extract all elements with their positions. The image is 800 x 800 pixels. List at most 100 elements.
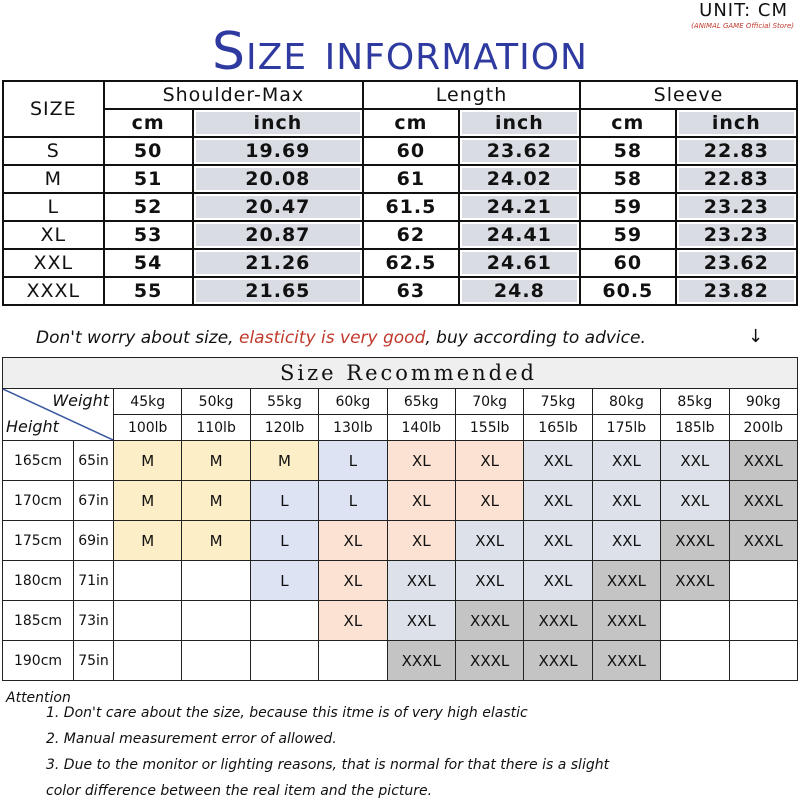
recommended-size-cell xyxy=(181,640,251,681)
height-in-cell: 71in xyxy=(73,560,114,601)
weight-kg-header: 70kg xyxy=(454,388,525,415)
recommended-size-cell: M xyxy=(112,480,183,521)
recommended-size-cell xyxy=(249,600,320,641)
weight-kg-header: 55kg xyxy=(249,388,320,415)
recommended-size-cell: M xyxy=(249,440,320,481)
unit-inch-header: inch xyxy=(674,108,799,138)
recommended-size-cell: XXXL xyxy=(591,600,662,641)
weight-kg-header: 80kg xyxy=(591,388,662,415)
measurement-cell: 20.47 xyxy=(191,192,365,222)
size-cell: S xyxy=(2,136,105,166)
weight-lb-header: 140lb xyxy=(386,414,456,441)
measurement-cell: 20.08 xyxy=(191,164,365,194)
recommended-size-cell: XXL xyxy=(523,560,593,601)
measurement-cell: 21.65 xyxy=(191,276,365,306)
recommended-size-cell: L xyxy=(249,560,320,601)
measurement-cell: 58 xyxy=(579,164,677,194)
measurement-cell: 22.83 xyxy=(674,136,799,166)
table-row: M 51 20.08 61 24.02 58 22.83 xyxy=(2,164,799,194)
weight-lb-header: 130lb xyxy=(318,414,388,441)
recommended-size-cell xyxy=(181,560,251,601)
weight-kg-header: 45kg xyxy=(112,388,183,415)
recommended-size-cell: M xyxy=(112,520,183,561)
recommended-size-cell: L xyxy=(318,480,388,521)
height-cm-cell: 165cm xyxy=(2,440,74,481)
recommended-size-cell: XL xyxy=(386,440,456,481)
measurement-cell: 52 xyxy=(102,192,194,222)
recommended-size-cell: L xyxy=(249,480,320,521)
measurement-cell: 62.5 xyxy=(362,248,460,278)
weight-kg-header: 75kg xyxy=(523,388,593,415)
size-recommended-table: Size Recommended Weight Height 45kg 50kg 5… xyxy=(2,357,799,681)
unit-cm-header: cm xyxy=(102,108,194,138)
group-header-sleeve: Sleeve xyxy=(579,80,798,110)
store-watermark: (ANIMAL GAME Official Store) xyxy=(691,22,794,30)
group-header-shoulder: Shoulder-Max xyxy=(102,80,365,110)
recommended-size-cell xyxy=(112,640,183,681)
table-row: XL 53 20.87 62 24.41 59 23.23 xyxy=(2,220,799,250)
measurement-cell: 24.41 xyxy=(457,220,582,250)
recommended-size-cell: XXL xyxy=(454,520,525,561)
table-row: XXXL 55 21.65 63 24.8 60.5 23.82 xyxy=(2,276,799,306)
size-information-table: SIZE Shoulder-Max Length Sleeve cm inch cm… xyxy=(2,80,799,306)
measurement-cell: 61.5 xyxy=(362,192,460,222)
measurement-cell: 24.02 xyxy=(457,164,582,194)
weight-lb-header: 155lb xyxy=(454,414,525,441)
recommended-size-cell: XXXL xyxy=(728,520,799,561)
size-cell: XXL xyxy=(2,248,105,278)
weight-height-corner: Weight Height xyxy=(2,388,114,441)
recommended-size-cell xyxy=(728,560,799,601)
table-row: XXL 54 21.26 62.5 24.61 60 23.62 xyxy=(2,248,799,278)
measurement-cell: 23.23 xyxy=(674,192,799,222)
weight-lb-header: 200lb xyxy=(728,414,799,441)
group-header-length: Length xyxy=(362,80,582,110)
weight-kg-header: 60kg xyxy=(318,388,388,415)
measurement-cell: 23.23 xyxy=(674,220,799,250)
height-cm-cell: 185cm xyxy=(2,600,74,641)
measurement-cell: 61 xyxy=(362,164,460,194)
size-cell: L xyxy=(2,192,105,222)
measurement-cell: 60.5 xyxy=(579,276,677,306)
attention-note-4: color difference between the real item a… xyxy=(46,783,433,799)
measurement-cell: 50 xyxy=(102,136,194,166)
recommended-size-cell xyxy=(318,640,388,681)
advice-after: , buy according to advice. xyxy=(425,328,646,348)
height-in-cell: 69in xyxy=(73,520,114,561)
measurement-cell: 55 xyxy=(102,276,194,306)
recommended-size-cell: L xyxy=(249,520,320,561)
recommended-size-cell: XXXL xyxy=(523,600,593,641)
measurement-cell: 51 xyxy=(102,164,194,194)
measurement-cell: 58 xyxy=(579,136,677,166)
recommended-size-cell: XXL xyxy=(386,600,456,641)
recommended-size-cell: XXXL xyxy=(386,640,456,681)
recommended-size-cell: XXXL xyxy=(660,520,730,561)
measurement-cell: 23.62 xyxy=(674,248,799,278)
recommended-size-cell xyxy=(249,640,320,681)
table-row: 175cm 69in M M L XL XL XXL XXL XXL XXXL XXXL xyxy=(2,520,799,561)
recommended-size-cell xyxy=(660,600,730,641)
recommended-size-cell: XXXL xyxy=(728,440,799,481)
recommend-title: Size Recommended xyxy=(2,357,798,389)
weight-lb-header: 120lb xyxy=(249,414,320,441)
page-title: Size information xyxy=(212,22,588,82)
table-row: S 50 19.69 60 23.62 58 22.83 xyxy=(2,136,799,166)
advice-before: Don't worry about size, xyxy=(36,328,239,348)
height-label: Height xyxy=(6,417,59,436)
measurement-cell: 62 xyxy=(362,220,460,250)
recommended-size-cell: L xyxy=(318,440,388,481)
weight-kg-header: 85kg xyxy=(660,388,730,415)
height-cm-cell: 180cm xyxy=(2,560,74,601)
measurement-cell: 24.21 xyxy=(457,192,582,222)
table-row: 170cm 67in M M L L XL XL XXL XXL XXL XXXL xyxy=(2,480,799,521)
recommended-size-cell xyxy=(112,560,183,601)
size-cell: M xyxy=(2,164,105,194)
weight-lb-header: 100lb xyxy=(112,414,183,441)
table-row: L 52 20.47 61.5 24.21 59 23.23 xyxy=(2,192,799,222)
weight-kg-header: 50kg xyxy=(181,388,251,415)
measurement-cell: 22.83 xyxy=(674,164,799,194)
recommended-size-cell: XXL xyxy=(591,480,662,521)
recommended-size-cell: XL xyxy=(318,520,388,561)
advice-highlight: elasticity is very good xyxy=(238,328,426,348)
recommended-size-cell xyxy=(660,640,730,681)
attention-label: Attention xyxy=(6,690,71,706)
